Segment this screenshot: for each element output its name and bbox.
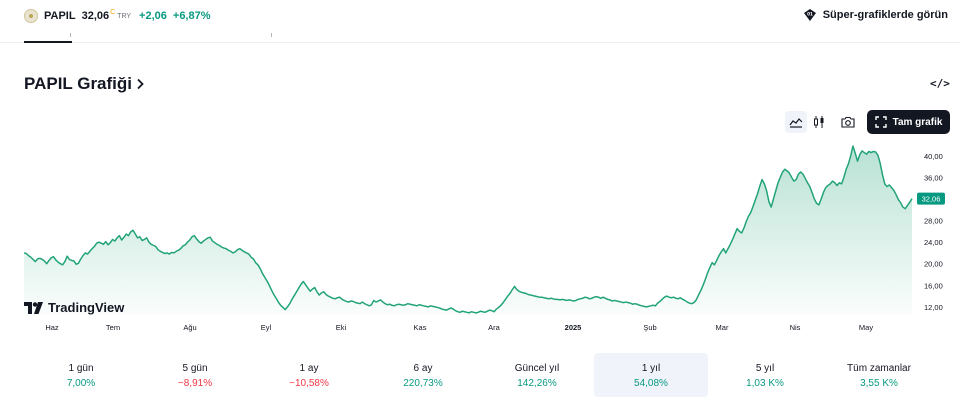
currency: TRY <box>117 12 132 20</box>
price-tag-bg <box>917 192 945 205</box>
period-tab[interactable]: Güncel yıl 142,26% <box>480 353 594 397</box>
period-label: 1 gün <box>68 363 94 374</box>
price-change: +2,06 <box>139 10 167 22</box>
x-axis: Haz Tem Ağu Eyl Eki Kas Ara 2025 Şub Mar Nis May <box>45 323 873 332</box>
symbol-name: PAPIL <box>44 10 76 22</box>
ticker-summary: PAPIL 32,06 C TRY +2,06 +6,87% <box>24 8 217 24</box>
page-title-text: PAPIL Grafiği <box>24 74 133 93</box>
super-charts-label: Süper-grafiklerde görün <box>822 9 948 21</box>
x-tick-label: May <box>859 323 873 332</box>
fullscreen-icon <box>874 116 887 128</box>
period-performance-tabs: 1 gün 7,00% 5 gün −8,91% 1 ay −10,58% 6 ay 220,… <box>24 353 936 397</box>
page-title[interactable]: PAPIL Grafiği <box>24 74 144 94</box>
price-mark: C <box>110 8 116 16</box>
x-tick-label: Nis <box>790 323 801 332</box>
x-tick-label: 2025 <box>565 323 582 332</box>
full-chart-button[interactable]: Tam grafik <box>867 110 950 134</box>
x-tick-label: Eyl <box>261 323 272 332</box>
candlestick-icon <box>814 116 824 128</box>
full-chart-label: Tam grafik <box>892 116 943 128</box>
chevron-right-icon <box>137 78 144 90</box>
period-tab[interactable]: 6 ay 220,73% <box>366 353 480 397</box>
svg-text:01: 01 <box>807 12 813 17</box>
candle-chart-type-button[interactable] <box>808 111 830 133</box>
last-price-tag: 32,06 <box>917 192 945 205</box>
period-change-value: 54,08% <box>634 378 668 389</box>
x-tick-label: Ara <box>488 323 501 332</box>
y-tick-label: 16,00 <box>924 281 943 290</box>
price-series-line <box>23 145 913 314</box>
period-label: 6 ay <box>413 363 433 374</box>
y-tick-label: 24,00 <box>924 238 943 247</box>
price-area-fill <box>24 146 912 315</box>
period-tab[interactable]: 1 ay −10,58% <box>252 353 366 397</box>
super-charts-icon: 01 <box>803 9 816 21</box>
x-tick-label: Tem <box>106 323 120 332</box>
tab-underline <box>0 42 960 43</box>
last-price: 32,06 <box>81 10 110 22</box>
y-tick-label: 12,00 <box>924 303 943 312</box>
area-chart-type-button[interactable] <box>785 111 807 133</box>
period-label: Güncel yıl <box>514 363 560 374</box>
tradingview-logo-icon <box>24 301 43 314</box>
company-logo-icon <box>24 9 38 23</box>
period-tab[interactable]: Tüm zamanlar 3,55 K% <box>822 353 936 397</box>
period-label: 5 yıl <box>755 363 775 374</box>
y-tick-label: 20,00 <box>924 260 943 269</box>
period-tab[interactable]: 1 gün 7,00% <box>24 353 138 397</box>
period-label: Tüm zamanlar <box>847 363 911 374</box>
period-tab[interactable]: 5 yıl 1,03 K% <box>708 353 822 397</box>
y-tick-label: 40,00 <box>924 152 943 161</box>
period-change-value: 1,03 K% <box>746 378 784 389</box>
embed-code-button[interactable]: </> <box>930 77 950 90</box>
tradingview-wordmark: TradingView <box>48 300 125 315</box>
x-tick-label: Kas <box>414 323 427 332</box>
y-tick-label: 28,00 <box>924 217 943 226</box>
snapshot-button[interactable] <box>837 111 859 133</box>
tab-divider <box>271 33 272 37</box>
super-charts-link[interactable]: 01 Süper-grafiklerde görün <box>803 8 948 22</box>
period-change-value: 7,00% <box>66 378 96 389</box>
camera-icon <box>841 116 855 128</box>
period-change-value: −8,91% <box>177 378 213 389</box>
tab-divider <box>70 33 71 37</box>
top-bar: PAPIL 32,06 C TRY +2,06 +6,87% 01 Süper-… <box>0 0 960 30</box>
x-tick-label: Ağu <box>183 323 196 332</box>
x-tick-label: Haz <box>45 323 59 332</box>
x-tick-label: Eki <box>336 323 347 332</box>
x-tick-label: Şub <box>643 323 656 332</box>
price-chart[interactable]: 40,0036,0032,0028,0024,0020,0016,0012,00… <box>0 140 960 340</box>
period-change-value: −10,58% <box>289 378 329 389</box>
area-chart-icon <box>789 118 803 128</box>
period-label: 5 gün <box>182 363 208 374</box>
price-change-percent: +6,87% <box>172 10 211 22</box>
period-change-value: 220,73% <box>403 378 443 389</box>
y-tick-label: 36,00 <box>924 173 943 182</box>
active-tab-indicator <box>24 41 72 43</box>
period-label: 1 yıl <box>641 363 661 374</box>
period-tab[interactable]: 5 gün −8,91% <box>138 353 252 397</box>
period-label: 1 ay <box>299 363 319 374</box>
period-change-value: 142,26% <box>517 378 557 389</box>
price-tag-label: 32,06 <box>922 195 941 204</box>
tradingview-watermark: TradingView <box>24 300 124 315</box>
period-tab[interactable]: 1 yıl 54,08% <box>594 353 708 397</box>
x-tick-label: Mar <box>716 323 729 332</box>
period-change-value: 3,55 K% <box>860 378 898 389</box>
